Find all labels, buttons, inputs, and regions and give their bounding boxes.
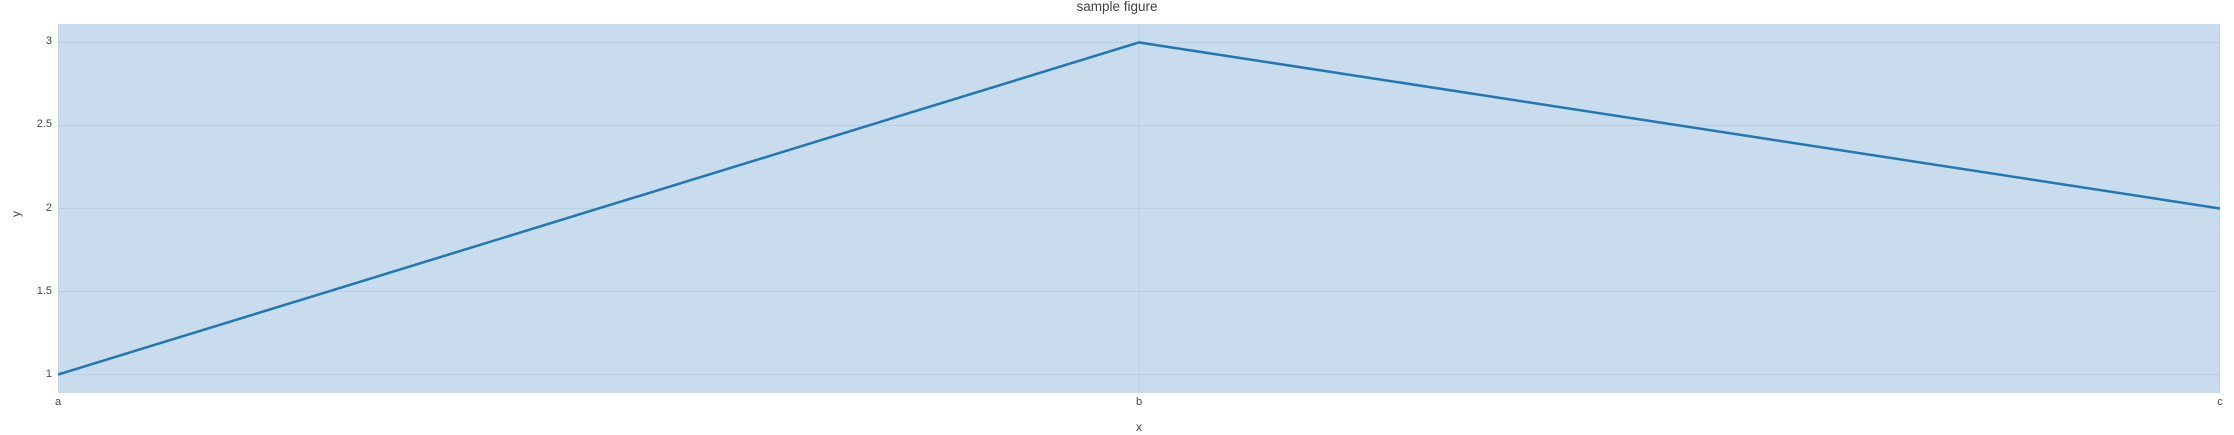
x-tick-label: a <box>54 396 62 408</box>
x-tick-label: b <box>1135 396 1143 408</box>
plot-area[interactable] <box>58 24 2220 393</box>
chart-title: sample figure <box>1076 0 1158 14</box>
x-tick-label: c <box>2217 396 2223 408</box>
data-line-series-y <box>58 41 2220 376</box>
y-tick-label: 1 <box>45 367 52 380</box>
y-tick-label: 3 <box>45 35 52 48</box>
x-axis-label: x <box>1136 420 1142 434</box>
y-tick-label: 2.5 <box>36 118 52 131</box>
y-tick-label: 2 <box>45 201 52 214</box>
y-tick-label: 1.5 <box>36 284 52 297</box>
